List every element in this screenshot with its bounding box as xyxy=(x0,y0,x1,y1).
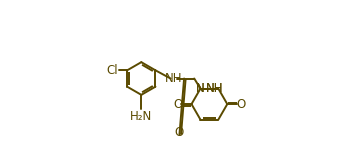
Text: N: N xyxy=(196,82,205,95)
Text: N: N xyxy=(196,82,205,95)
Text: Cl: Cl xyxy=(106,64,118,77)
Text: O: O xyxy=(236,98,245,111)
Text: O: O xyxy=(173,98,182,111)
Text: NH: NH xyxy=(165,72,183,85)
Text: NH: NH xyxy=(206,82,223,95)
Text: NH: NH xyxy=(206,82,223,95)
Text: H₂N: H₂N xyxy=(130,110,152,123)
Text: O: O xyxy=(175,126,184,139)
